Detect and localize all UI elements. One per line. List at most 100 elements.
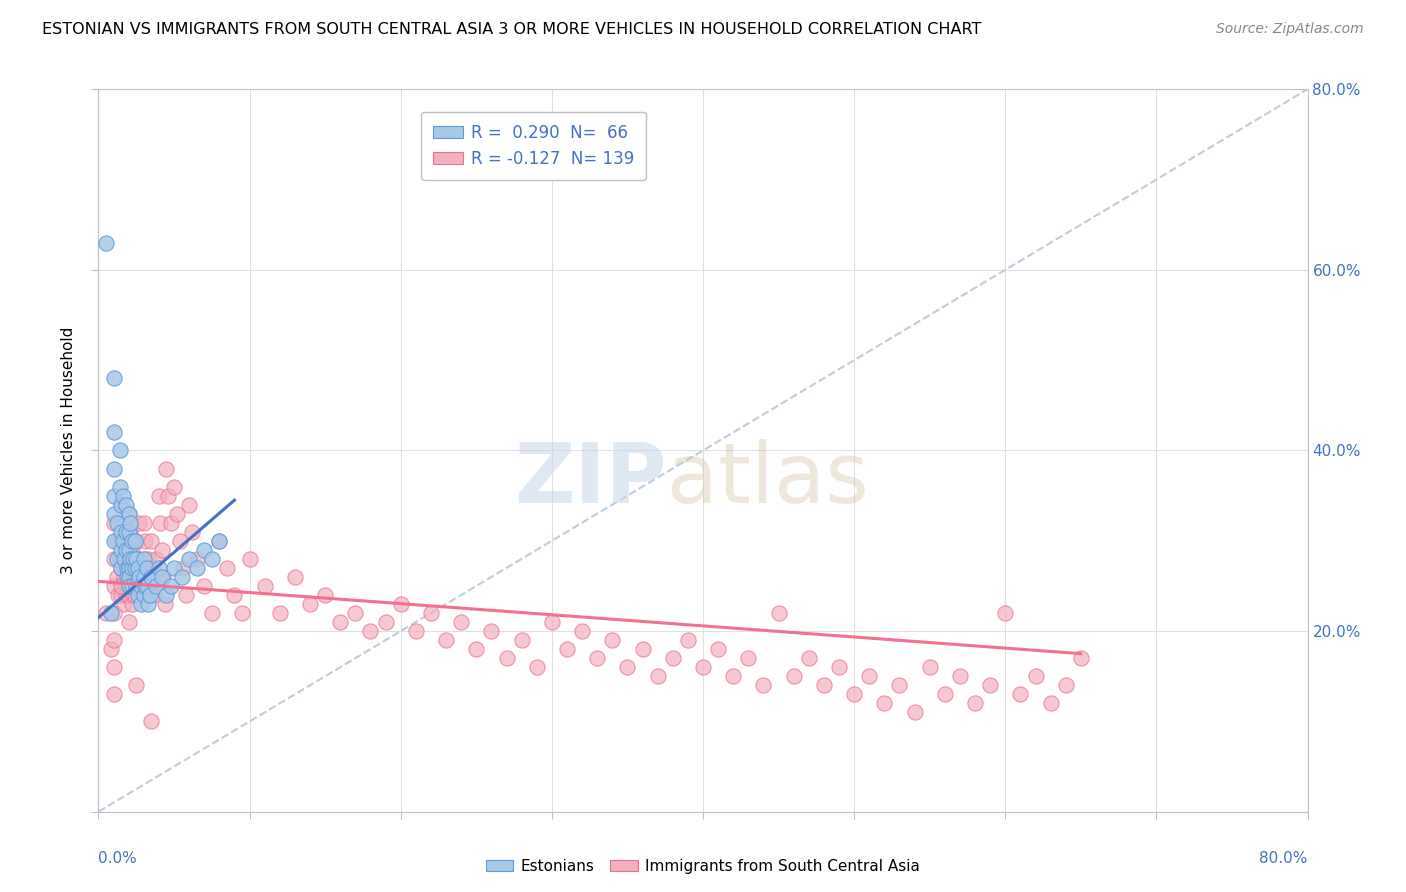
Point	[124, 561, 146, 575]
Point	[120, 524, 142, 539]
Point	[450, 615, 472, 629]
Point	[170, 570, 193, 584]
Point	[145, 579, 167, 593]
Point	[114, 524, 136, 539]
Point	[510, 633, 533, 648]
Point	[555, 642, 578, 657]
Point	[132, 588, 155, 602]
Text: 0.0%: 0.0%	[98, 852, 138, 866]
Point	[602, 633, 624, 648]
Point	[129, 597, 152, 611]
Point	[103, 489, 125, 503]
Point	[105, 570, 128, 584]
Point	[127, 561, 149, 575]
Point	[965, 697, 987, 711]
Text: Source: ZipAtlas.com: Source: ZipAtlas.com	[1216, 22, 1364, 37]
Point	[253, 579, 276, 593]
Point	[103, 371, 125, 385]
Point	[103, 533, 125, 548]
Point	[239, 551, 262, 566]
Point	[114, 498, 136, 512]
Point	[1054, 678, 1077, 692]
Point	[103, 660, 125, 674]
Text: 80.0%: 80.0%	[1260, 852, 1308, 866]
Point	[124, 588, 146, 602]
Point	[174, 588, 197, 602]
Point	[135, 588, 157, 602]
Point	[208, 533, 231, 548]
Point	[118, 507, 141, 521]
Point	[389, 597, 412, 611]
Point	[284, 570, 307, 584]
Point	[112, 570, 135, 584]
Point	[110, 579, 132, 593]
Point	[125, 579, 148, 593]
Point	[156, 489, 179, 503]
Point	[118, 542, 141, 557]
Point	[299, 597, 322, 611]
Point	[186, 551, 208, 566]
Point	[121, 570, 143, 584]
Point	[269, 606, 291, 620]
Point	[858, 669, 880, 683]
Point	[118, 533, 141, 548]
Point	[103, 551, 125, 566]
Point	[121, 561, 143, 575]
Point	[145, 551, 167, 566]
Point	[707, 642, 730, 657]
Point	[103, 606, 125, 620]
Point	[110, 542, 132, 557]
Point	[631, 642, 654, 657]
Point	[150, 570, 173, 584]
Point	[118, 570, 141, 584]
Point	[193, 542, 215, 557]
Point	[108, 443, 131, 458]
Point	[360, 624, 382, 639]
Point	[481, 624, 503, 639]
Point	[135, 561, 157, 575]
Point	[160, 516, 183, 530]
Point	[994, 606, 1017, 620]
Point	[148, 561, 170, 575]
Point	[128, 551, 150, 566]
Point	[111, 516, 134, 530]
Point	[540, 615, 562, 629]
Point	[94, 235, 117, 250]
Point	[797, 651, 820, 665]
Point	[105, 533, 128, 548]
Point	[132, 551, 155, 566]
Point	[155, 461, 177, 475]
Point	[108, 551, 131, 566]
Point	[121, 597, 143, 611]
Point	[1010, 687, 1032, 701]
Point	[110, 498, 132, 512]
Point	[124, 533, 146, 548]
Point	[115, 570, 138, 584]
Point	[115, 561, 138, 575]
Point	[193, 579, 215, 593]
Point	[111, 533, 134, 548]
Point	[135, 561, 157, 575]
Point	[120, 551, 142, 566]
Point	[118, 561, 141, 575]
Point	[692, 660, 714, 674]
Y-axis label: 3 or more Vehicles in Household: 3 or more Vehicles in Household	[60, 326, 76, 574]
Point	[129, 579, 152, 593]
Point	[107, 588, 129, 602]
Point	[118, 507, 141, 521]
Point	[179, 498, 201, 512]
Point	[142, 561, 165, 575]
Legend: Estonians, Immigrants from South Central Asia: Estonians, Immigrants from South Central…	[479, 853, 927, 880]
Point	[152, 570, 174, 584]
Point	[103, 579, 125, 593]
Point	[344, 606, 367, 620]
Point	[112, 597, 135, 611]
Point	[934, 687, 956, 701]
Point	[103, 687, 125, 701]
Point	[103, 461, 125, 475]
Point	[118, 588, 141, 602]
Point	[132, 570, 155, 584]
Point	[111, 489, 134, 503]
Point	[118, 561, 141, 575]
Point	[153, 597, 176, 611]
